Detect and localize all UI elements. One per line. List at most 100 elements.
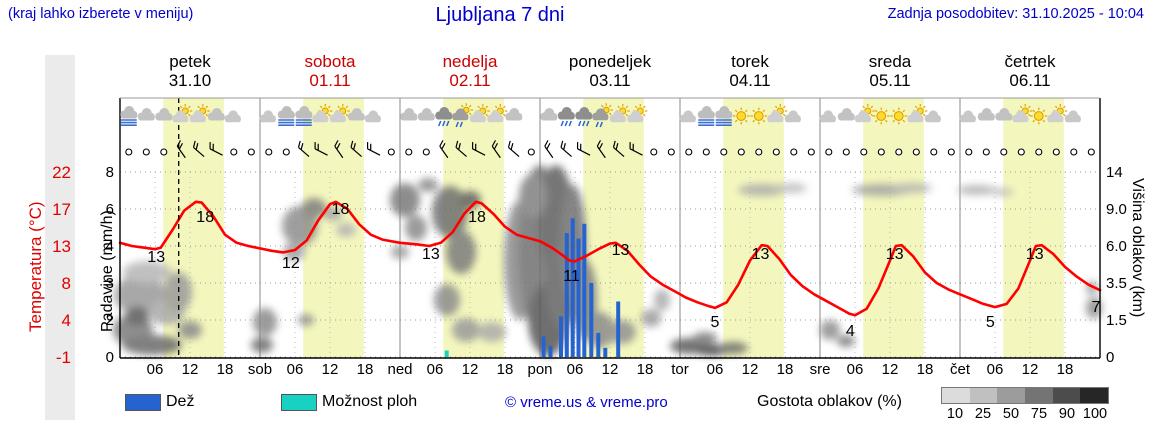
density-step [997,388,1026,403]
last-updated: Zadnja posodobitev: 31.10.2025 - 10:04 [887,6,1144,22]
svg-text:12: 12 [462,361,479,378]
day-header-sobota: sobota 01.11 [304,52,356,90]
menu-hint: (kraj lahko izberete v meniju) [8,6,194,22]
svg-text:-1: -1 [56,348,71,367]
svg-text:12: 12 [322,361,339,378]
density-step [942,388,970,403]
day-header-torek: torek 04.11 [729,52,771,90]
day-header-petek: petek 31.10 [168,52,212,90]
svg-text:0: 0 [106,349,114,366]
svg-text:13: 13 [52,237,71,256]
svg-text:pon: pon [527,361,552,378]
svg-text:18: 18 [777,361,794,378]
density-step [1052,388,1081,403]
svg-text:06: 06 [427,361,444,378]
showers-legend-swatch [281,394,317,411]
plot-frame [119,97,1101,359]
svg-text:18: 18 [217,361,234,378]
svg-text:13: 13 [886,246,904,263]
density-step-value: 10 [946,406,964,422]
svg-text:čet: čet [950,361,971,378]
temperature-value-labels: 13 18 12 18 13 18 11 13 5 13 4 13 5 13 7 [147,201,1100,340]
svg-text:18: 18 [497,361,514,378]
svg-text:7: 7 [1091,299,1100,316]
svg-text:12: 12 [742,361,759,378]
svg-text:1.5: 1.5 [1106,312,1127,329]
svg-text:17: 17 [52,200,71,219]
density-step [1080,388,1109,403]
svg-text:12: 12 [182,361,199,378]
svg-text:6: 6 [106,201,114,218]
wind-row [125,140,1095,159]
precipitation-bars [444,218,621,358]
svg-text:ned: ned [387,361,412,378]
svg-text:12: 12 [1022,361,1039,378]
day-header-nedelja: nedelja 02.11 [442,52,498,90]
svg-text:18: 18 [357,361,374,378]
density-step-value: 50 [1002,406,1020,422]
showers-legend-label: Možnost ploh [322,393,418,410]
copyright-link[interactable]: © vreme.us & vreme.pro [505,394,668,411]
svg-text:13: 13 [1026,246,1044,263]
svg-text:13: 13 [612,242,630,259]
svg-text:4: 4 [846,323,855,340]
rain-legend-swatch [125,394,161,411]
cloud-density-scale-values: 10 25 50 75 90 100 [941,406,1109,422]
density-step-value: 25 [974,406,992,422]
svg-text:8: 8 [106,164,114,181]
svg-text:06: 06 [707,361,724,378]
svg-text:06: 06 [987,361,1004,378]
temperature-ticks: 22 17 13 8 4 -1 [52,163,71,367]
rain-legend-label: Dež [166,393,195,410]
svg-text:4: 4 [62,311,71,330]
svg-text:13: 13 [147,249,165,266]
density-step-value: 100 [1082,406,1108,422]
density-step [1025,388,1053,403]
svg-text:13: 13 [422,246,440,263]
svg-text:11: 11 [563,268,580,285]
svg-text:6.0: 6.0 [1106,238,1127,255]
svg-text:06: 06 [847,361,864,378]
svg-text:tor: tor [671,361,689,378]
svg-text:06: 06 [287,361,304,378]
temperature-curve [118,200,1102,317]
svg-text:12: 12 [602,361,619,378]
svg-text:18: 18 [637,361,654,378]
svg-text:12: 12 [282,255,300,272]
svg-text:18: 18 [332,201,350,218]
svg-text:18: 18 [196,209,214,226]
day-header-sreda: sreda 05.11 [868,52,912,90]
svg-text:3.5: 3.5 [1106,275,1127,292]
weather-icons-row [120,103,1094,128]
svg-text:5: 5 [711,314,720,331]
svg-text:3: 3 [106,275,114,292]
day-header-četrtek: četrtek 06.11 [1004,52,1056,90]
time-axis-labels: 06 12 18 06 12 18 06 12 18 06 12 18 06 12 18 06 12 18 06 12… [147,361,1074,378]
svg-text:18: 18 [1057,361,1074,378]
svg-text:4: 4 [106,238,114,255]
svg-text:sob: sob [248,361,272,378]
temperature-axis-strip [45,55,75,420]
svg-text:12: 12 [882,361,899,378]
svg-text:5: 5 [986,314,995,331]
svg-text:06: 06 [147,361,164,378]
svg-text:14: 14 [1106,164,1123,181]
svg-text:8: 8 [62,274,71,293]
svg-text:2: 2 [106,312,114,329]
precip-ticks: 8 6 4 3 2 0 [106,164,114,366]
page-title: Ljubljana 7 dni [435,4,565,26]
svg-text:18: 18 [468,209,486,226]
day-header-ponedeljek: ponedeljek 03.11 [568,52,652,90]
density-step [969,388,998,403]
svg-text:0: 0 [1106,349,1114,366]
svg-text:22: 22 [52,163,71,182]
svg-text:9.0: 9.0 [1106,201,1127,218]
density-step-value: 75 [1030,406,1048,422]
svg-text:sre: sre [810,361,831,378]
density-step-value: 90 [1058,406,1076,422]
svg-text:06: 06 [567,361,584,378]
svg-text:13: 13 [752,246,770,263]
cloud-height-ticks: 14 9.0 6.0 3.5 1.5 0 [1106,164,1127,366]
